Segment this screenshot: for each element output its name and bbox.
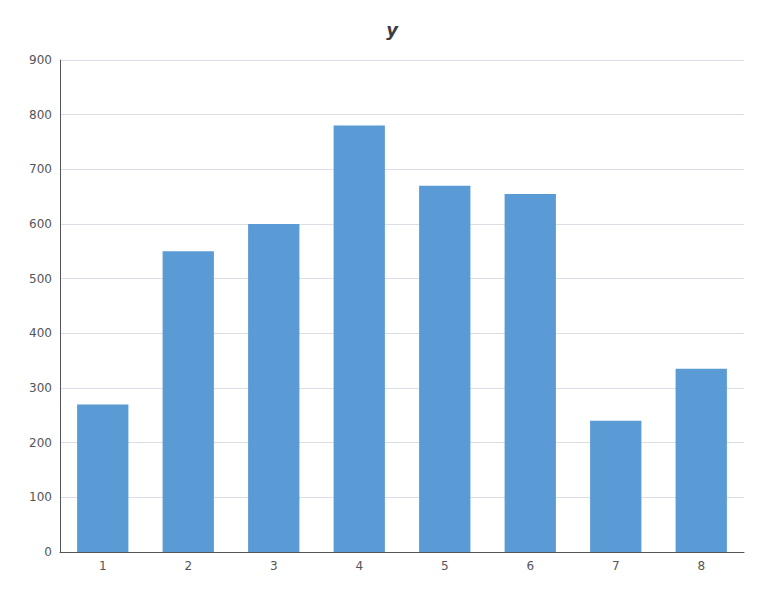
svg-text:900: 900 (29, 53, 52, 67)
svg-text:1: 1 (99, 559, 107, 573)
svg-text:200: 200 (29, 436, 52, 450)
svg-text:8: 8 (697, 559, 705, 573)
svg-text:5: 5 (441, 559, 449, 573)
svg-text:100: 100 (29, 490, 52, 504)
svg-text:7: 7 (612, 559, 620, 573)
svg-text:0: 0 (44, 545, 52, 559)
svg-text:400: 400 (29, 326, 52, 340)
svg-text:y: y (386, 19, 399, 40)
svg-text:500: 500 (29, 272, 52, 286)
svg-text:2: 2 (184, 559, 192, 573)
svg-text:600: 600 (29, 217, 52, 231)
svg-text:300: 300 (29, 381, 52, 395)
svg-text:4: 4 (355, 559, 363, 573)
svg-text:800: 800 (29, 108, 52, 122)
svg-text:6: 6 (526, 559, 534, 573)
svg-text:700: 700 (29, 162, 52, 176)
svg-text:3: 3 (270, 559, 278, 573)
